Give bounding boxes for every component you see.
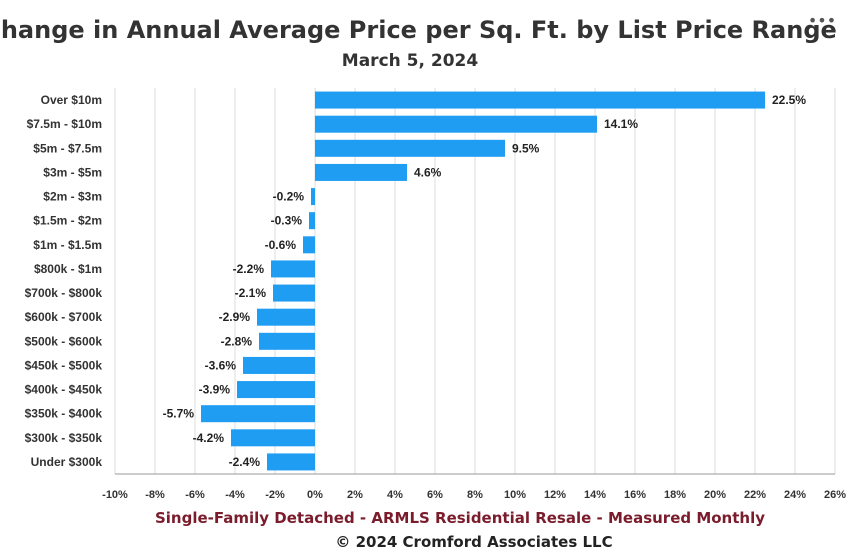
x-tick-label: -4% (225, 489, 245, 501)
data-label: -3.9% (199, 383, 231, 397)
category-label: $3m - $5m (43, 165, 102, 179)
category-label: $450k - $500k (25, 358, 103, 372)
data-label: -4.2% (193, 431, 225, 445)
x-tick-label: 6% (427, 489, 443, 501)
bar (315, 91, 765, 109)
x-tick-label: 18% (664, 489, 686, 501)
data-label: -0.3% (271, 214, 303, 228)
data-label: -5.7% (163, 407, 195, 421)
x-tick-label: 0% (307, 489, 323, 501)
data-label: -2.2% (233, 262, 265, 276)
category-label: $600k - $700k (25, 310, 103, 324)
x-tick-label: 14% (584, 489, 606, 501)
category-label: $5m - $7.5m (33, 141, 102, 155)
data-label: -3.6% (205, 358, 237, 372)
bar (201, 405, 315, 423)
x-tick-label: -10% (102, 489, 128, 501)
data-label: 22.5% (772, 93, 806, 107)
data-label: 9.5% (512, 141, 540, 155)
chart-subtitle: March 5, 2024 (342, 51, 479, 71)
chart-title: Change in Annual Average Price per Sq. F… (0, 16, 837, 44)
bar (243, 356, 315, 374)
x-axis-ticks: -10% -8% -6% -4% -2% 0% 2% 4% 6% 8% 10% 12% 14% 16% 18… (102, 489, 846, 501)
bar (315, 163, 407, 181)
data-label: -2.9% (219, 310, 251, 324)
bar (271, 260, 315, 278)
data-label: -2.4% (229, 455, 261, 469)
x-tick-label: 24% (784, 489, 806, 501)
x-tick-label: -6% (185, 489, 205, 501)
footer-copyright: © 2024 Cromford Associates LLC (335, 533, 612, 551)
category-label: $1m - $1.5m (33, 238, 102, 252)
data-label: 4.6% (414, 165, 442, 179)
footer-source-line: Single-Family Detached - ARMLS Residenti… (155, 509, 765, 527)
category-labels: Over $10m $7.5m - $10m $5m - $7.5m $3m - $5… (25, 93, 103, 469)
x-tick-label: 4% (387, 489, 403, 501)
bar (267, 453, 315, 471)
bar (309, 212, 315, 230)
ellipsis-icon[interactable]: ••• (808, 11, 836, 30)
data-label: -0.2% (273, 190, 305, 204)
bar (273, 284, 315, 302)
x-tick-label: 16% (624, 489, 646, 501)
x-tick-label: 20% (704, 489, 726, 501)
category-label: $400k - $450k (25, 383, 103, 397)
bar (311, 188, 315, 206)
x-tick-label: 26% (824, 489, 846, 501)
bar (257, 308, 315, 326)
x-tick-label: -8% (145, 489, 165, 501)
data-label: 14.1% (604, 117, 638, 131)
x-tick-label: 12% (544, 489, 566, 501)
category-label: $350k - $400k (25, 407, 103, 421)
category-label: $7.5m - $10m (27, 117, 102, 131)
category-label: Under $300k (31, 455, 103, 469)
x-tick-label: -2% (265, 489, 285, 501)
bar (259, 332, 315, 350)
bar (237, 381, 315, 399)
category-label: $800k - $1m (34, 262, 102, 276)
category-label: Over $10m (41, 93, 102, 107)
x-tick-label: 2% (347, 489, 363, 501)
bars (201, 91, 765, 471)
data-label: -2.1% (235, 286, 267, 300)
category-label: $700k - $800k (25, 286, 103, 300)
bar (231, 429, 315, 447)
x-tick-label: 8% (467, 489, 483, 501)
data-labels: 22.5% 14.1% 9.5% 4.6% -0.2% -0.3% -0.6%-2.2% -2… (163, 93, 807, 469)
category-label: $300k - $350k (25, 431, 103, 445)
bar (303, 236, 315, 254)
data-label: -2.8% (221, 334, 253, 348)
bar (315, 115, 597, 133)
x-tick-label: 22% (744, 489, 766, 501)
category-label: $1.5m - $2m (33, 214, 102, 228)
data-label: -0.6% (265, 238, 297, 252)
category-label: $500k - $600k (25, 334, 103, 348)
x-tick-label: 10% (504, 489, 526, 501)
bar (315, 139, 505, 157)
category-label: $2m - $3m (43, 190, 102, 204)
